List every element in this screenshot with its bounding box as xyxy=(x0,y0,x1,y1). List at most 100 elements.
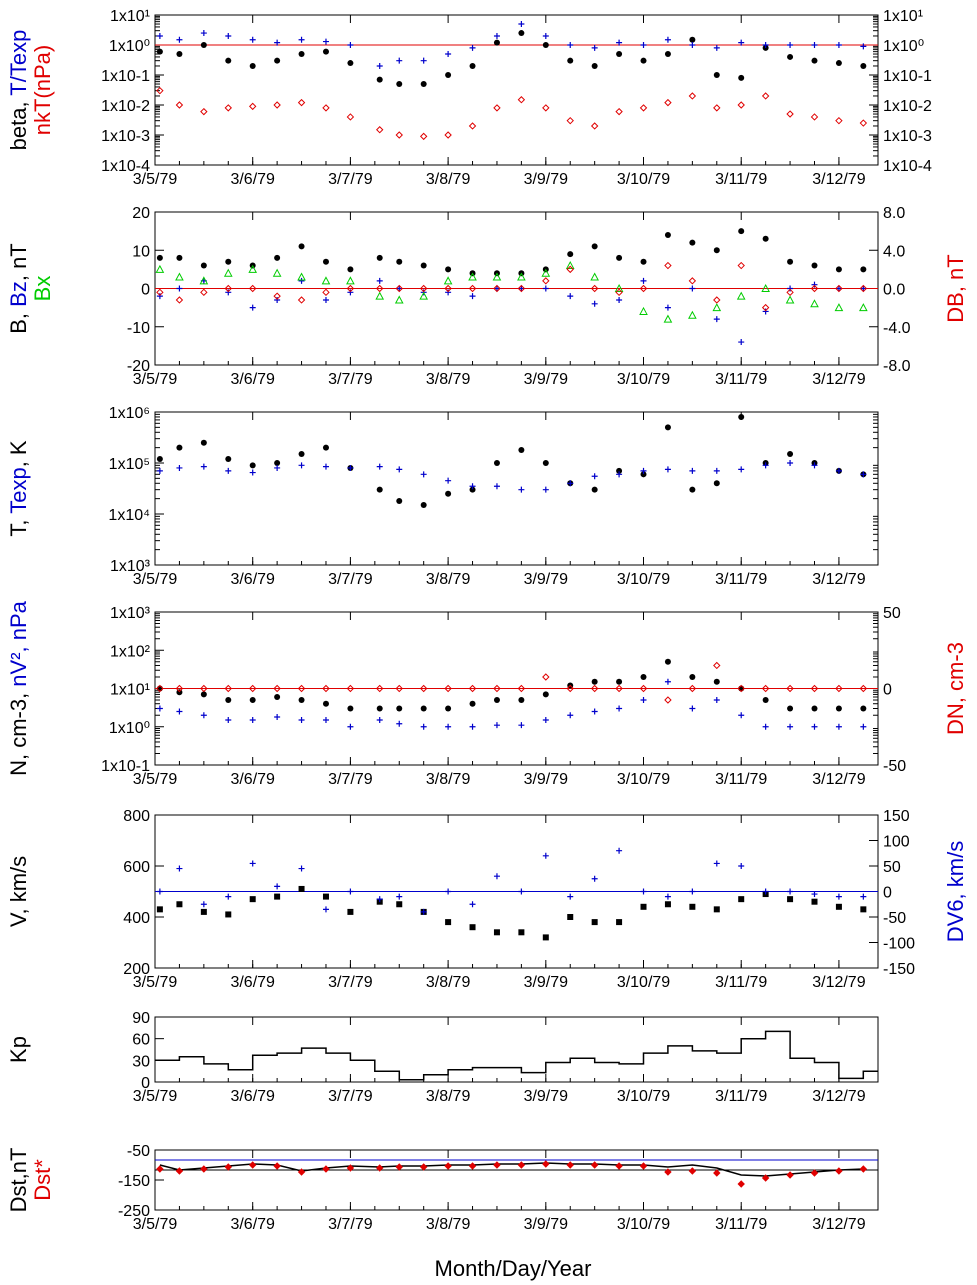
y-tick-label-left: 0 xyxy=(141,1075,150,1092)
data-point xyxy=(155,264,165,273)
data-point xyxy=(419,291,429,300)
data-point xyxy=(322,906,329,913)
data-point xyxy=(396,497,403,504)
x-tick-label: 3/11/79 xyxy=(715,974,767,991)
x-tick-label: 3/7/79 xyxy=(328,571,373,588)
data-point xyxy=(738,712,745,719)
data-point xyxy=(322,463,329,470)
x-tick-label: 3/5/79 xyxy=(133,1216,178,1233)
data-point xyxy=(298,277,305,284)
data-point xyxy=(567,57,574,64)
y-tick-label-right: 1x10-1 xyxy=(883,68,932,85)
data-point xyxy=(176,865,183,872)
data-point xyxy=(688,310,697,319)
data-point xyxy=(859,1165,868,1173)
data-point xyxy=(493,929,500,936)
data-point xyxy=(860,62,867,69)
data-point xyxy=(156,906,163,913)
data-point xyxy=(346,276,355,285)
data-point xyxy=(761,684,770,693)
y-axis-label-right: DB, nT xyxy=(943,254,968,322)
data-point xyxy=(248,684,257,693)
x-tick-label: 3/7/79 xyxy=(328,371,373,388)
data-point xyxy=(761,303,770,312)
series-black xyxy=(159,1162,864,1177)
data-point xyxy=(787,53,794,60)
data-point xyxy=(249,697,256,704)
x-tick-label: 3/12/79 xyxy=(812,771,865,788)
data-point xyxy=(274,39,281,46)
data-point xyxy=(375,291,385,300)
data-point xyxy=(542,285,549,292)
data-point xyxy=(444,131,452,139)
y-axis-label-right: DN, cm-3 xyxy=(943,642,968,735)
data-point xyxy=(376,463,383,470)
data-point xyxy=(396,901,403,908)
data-point xyxy=(640,258,647,265)
data-point xyxy=(419,284,428,293)
data-point xyxy=(738,863,745,869)
data-point xyxy=(347,705,354,712)
data-point xyxy=(347,266,354,273)
data-point xyxy=(542,104,550,112)
y-tick-label-left: 1x10³ xyxy=(110,605,151,622)
data-point xyxy=(419,132,428,141)
x-tick-label: 3/5/79 xyxy=(133,974,178,991)
data-point xyxy=(420,57,427,64)
data-point xyxy=(445,266,452,273)
data-point xyxy=(225,57,232,64)
data-point xyxy=(492,272,502,281)
data-point xyxy=(223,268,233,277)
data-point xyxy=(590,1161,599,1169)
data-point xyxy=(200,439,207,446)
data-point xyxy=(200,691,207,698)
data-point xyxy=(376,284,384,293)
data-point xyxy=(376,1164,384,1172)
data-point xyxy=(200,908,207,915)
y-tick-label-right: 8.0 xyxy=(883,205,905,222)
data-point xyxy=(542,691,549,698)
data-point xyxy=(420,502,427,509)
x-tick-label: 3/11/79 xyxy=(715,371,767,388)
y-tick-label-left: 1x10⁰ xyxy=(109,720,150,737)
data-point xyxy=(322,700,329,707)
y-axis-label-part: Dst* xyxy=(30,1159,55,1201)
y-axis-label-part: beta, xyxy=(6,96,31,151)
data-point xyxy=(298,36,305,43)
data-point xyxy=(640,57,647,64)
data-point xyxy=(616,471,623,478)
data-point xyxy=(566,116,574,125)
data-point xyxy=(616,296,623,303)
data-point xyxy=(469,486,476,493)
data-point xyxy=(156,254,163,261)
data-point xyxy=(835,723,842,730)
data-point xyxy=(689,285,696,292)
data-point xyxy=(469,62,476,69)
y-axis-label: Bx xyxy=(30,276,55,302)
data-point xyxy=(664,658,671,665)
data-point xyxy=(591,300,598,307)
y-axis-label-part: , nT xyxy=(6,243,31,281)
data-point xyxy=(591,919,598,926)
x-tick-label: 3/11/79 xyxy=(715,1088,767,1105)
x-tick-label: 3/11/79 xyxy=(715,171,767,188)
data-point xyxy=(688,1167,697,1175)
data-point xyxy=(445,723,452,730)
data-point xyxy=(738,413,745,420)
data-point xyxy=(591,875,598,882)
data-point xyxy=(616,254,623,261)
x-tick-label: 3/6/79 xyxy=(230,171,275,188)
series-blue xyxy=(156,847,867,915)
data-point xyxy=(835,285,842,292)
data-point xyxy=(762,462,769,469)
data-point xyxy=(225,289,232,296)
data-point xyxy=(737,261,745,270)
y-tick-label-right: 100 xyxy=(883,834,910,851)
data-point xyxy=(176,708,183,715)
data-point xyxy=(322,296,329,303)
data-point xyxy=(616,467,623,474)
x-axis-title: Month/Day/Year xyxy=(435,1256,592,1281)
y-axis-label-part: B, xyxy=(6,307,31,334)
data-point xyxy=(542,852,549,859)
y-tick-label-left: -10 xyxy=(127,320,150,337)
